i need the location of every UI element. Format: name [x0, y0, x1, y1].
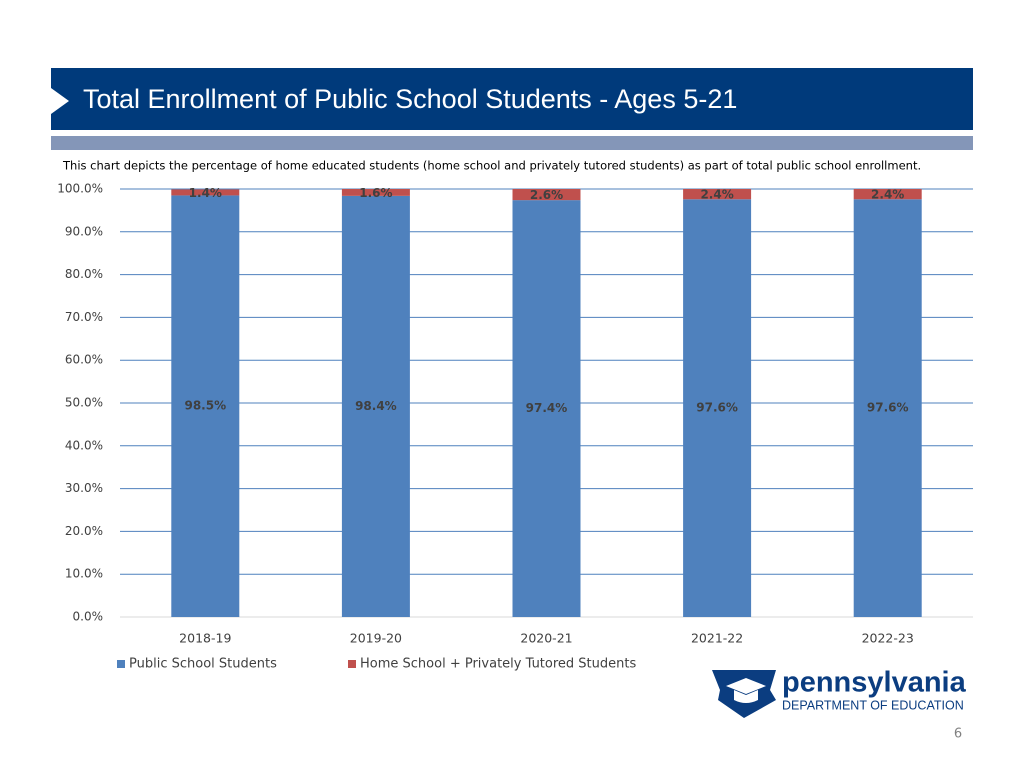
page-number: 6 — [954, 727, 962, 742]
legend-swatch — [348, 660, 356, 668]
logo: pennsylvania DEPARTMENT OF EDUCATION — [712, 667, 967, 718]
x-tick-label: 2021-22 — [691, 631, 743, 646]
y-tick-label: 10.0% — [65, 567, 103, 581]
data-label: 1.6% — [359, 186, 392, 200]
chart-subtitle: This chart depicts the percentage of hom… — [62, 159, 921, 173]
logo-keystone — [712, 670, 776, 718]
data-label: 97.4% — [526, 401, 568, 415]
title-arrow — [51, 88, 69, 114]
title-bar — [51, 68, 973, 130]
bar-segment — [171, 189, 240, 196]
chart-title: Total Enrollment of Public School Studen… — [83, 84, 737, 114]
bar-segment — [853, 199, 922, 617]
legend-label: Home School + Privately Tutored Students — [360, 657, 636, 672]
logo-subtitle: DEPARTMENT OF EDUCATION — [782, 698, 964, 712]
x-tick-label: 2018-19 — [179, 631, 231, 646]
logo-cap-base — [734, 690, 758, 703]
bar-segment — [341, 189, 410, 196]
y-tick-label: 100.0% — [57, 182, 103, 196]
y-tick-label: 20.0% — [65, 524, 103, 538]
y-tick-label: 0.0% — [73, 610, 104, 624]
logo-cap — [726, 678, 766, 694]
bar-segment — [171, 195, 240, 618]
y-tick-label: 80.0% — [65, 267, 103, 281]
bar-segment — [683, 199, 752, 617]
y-tick-label: 70.0% — [65, 310, 103, 324]
bar-segment — [512, 200, 581, 618]
x-tick-label: 2019-20 — [350, 631, 402, 646]
data-label: 2.4% — [700, 188, 733, 202]
x-tick-label: 2020-21 — [520, 631, 572, 646]
logo-name: pennsylvania — [782, 667, 967, 699]
data-label: 1.4% — [189, 186, 222, 200]
bar-segment — [853, 189, 922, 200]
legend-label: Public School Students — [129, 657, 277, 672]
data-label: 98.4% — [355, 399, 397, 413]
x-tick-label: 2022-23 — [862, 631, 914, 646]
bar-segment — [341, 195, 410, 617]
y-tick-label: 40.0% — [65, 438, 103, 452]
data-label: 97.6% — [696, 401, 738, 415]
data-label: 2.6% — [530, 188, 563, 202]
title-strip — [51, 136, 973, 150]
y-tick-label: 60.0% — [65, 353, 103, 367]
data-label: 2.4% — [871, 188, 904, 202]
y-tick-label: 90.0% — [65, 224, 103, 238]
y-tick-label: 50.0% — [65, 396, 103, 410]
bar-segment — [512, 189, 581, 201]
bar-segment — [683, 189, 752, 200]
y-tick-label: 30.0% — [65, 481, 103, 495]
data-label: 98.5% — [184, 399, 226, 413]
data-label: 97.6% — [867, 401, 909, 415]
legend-swatch — [117, 660, 125, 668]
